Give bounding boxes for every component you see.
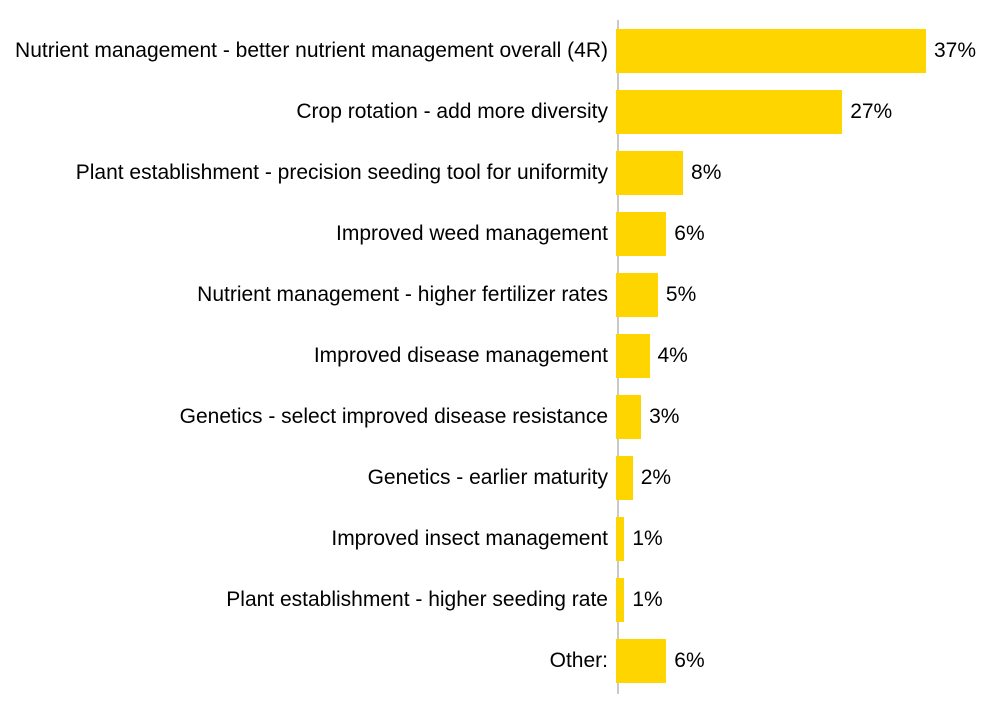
horizontal-bar-chart: Nutrient management - better nutrient ma… [0,0,1000,714]
bar-value: 2% [641,466,671,490]
bar-label: Improved insect management [0,526,616,551]
bar-label: Improved weed management [0,221,616,246]
bar [616,517,624,561]
bar-row: Nutrient management - better nutrient ma… [0,20,1000,81]
bar-label: Plant establishment - higher seeding rat… [0,587,616,612]
bar-row: Crop rotation - add more diversity 27% [0,81,1000,142]
bar-value: 5% [666,283,696,307]
bar-row: Other: 6% [0,630,1000,691]
bar-row: Nutrient management - higher fertilizer … [0,264,1000,325]
bar [616,212,666,256]
bar-label: Crop rotation - add more diversity [0,99,616,124]
bar [616,395,641,439]
bar [616,273,658,317]
bar-row: Genetics - earlier maturity 2% [0,447,1000,508]
bar-value: 8% [691,161,721,185]
bar-label: Nutrient management - better nutrient ma… [0,38,616,63]
bar-wrap: 4% [616,325,1000,386]
bar-wrap: 3% [616,386,1000,447]
bar-wrap: 37% [616,20,1000,81]
bar-row: Genetics - select improved disease resis… [0,386,1000,447]
bar-wrap: 27% [616,81,1000,142]
bar-value: 1% [632,527,662,551]
bar-wrap: 5% [616,264,1000,325]
bar-value: 37% [934,39,976,63]
bar-value: 6% [674,649,704,673]
bar [616,29,926,73]
bar-row: Improved insect management 1% [0,508,1000,569]
bar-label: Genetics - select improved disease resis… [0,404,616,429]
bar-label: Plant establishment - precision seeding … [0,160,616,185]
bar-wrap: 6% [616,203,1000,264]
bar-value: 27% [850,100,892,124]
bar [616,90,842,134]
bar-label: Improved disease management [0,343,616,368]
bar [616,456,633,500]
bar-wrap: 6% [616,630,1000,691]
bar-label: Other: [0,648,616,673]
bar [616,334,650,378]
bar-row: Improved disease management 4% [0,325,1000,386]
bar-rows: Nutrient management - better nutrient ma… [0,20,1000,691]
bar-label: Genetics - earlier maturity [0,465,616,490]
bar-value: 6% [674,222,704,246]
bar-row: Improved weed management 6% [0,203,1000,264]
bar-row: Plant establishment - higher seeding rat… [0,569,1000,630]
bar-value: 4% [658,344,688,368]
bar-wrap: 2% [616,447,1000,508]
bar-wrap: 1% [616,569,1000,630]
bar [616,151,683,195]
bar [616,578,624,622]
bar-wrap: 8% [616,142,1000,203]
bar-value: 1% [632,588,662,612]
bar [616,639,666,683]
bar-value: 3% [649,405,679,429]
bar-label: Nutrient management - higher fertilizer … [0,282,616,307]
bar-wrap: 1% [616,508,1000,569]
bar-row: Plant establishment - precision seeding … [0,142,1000,203]
